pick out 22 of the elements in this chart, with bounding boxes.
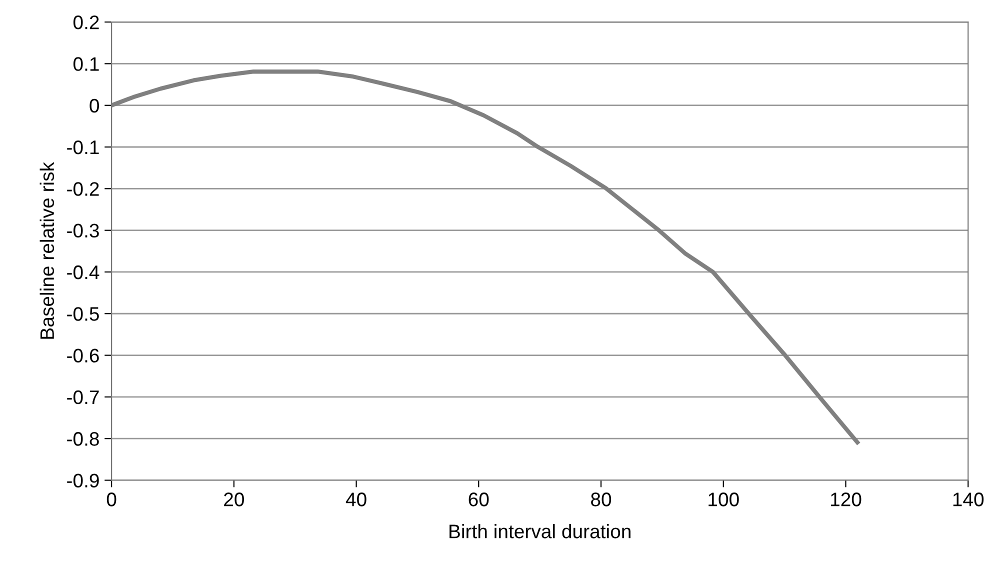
y-tick-label: -0.5: [67, 307, 99, 321]
y-axis-title: Baseline relative risk: [40, 162, 54, 339]
y-tick-label: -0.3: [67, 224, 99, 238]
y-tick-label: -0.2: [67, 182, 99, 196]
x-tick-label: 60: [468, 492, 489, 506]
x-tick-label: 80: [591, 492, 612, 506]
y-tick-label: 0: [90, 98, 99, 113]
y-tick-label: 0.2: [73, 16, 99, 30]
x-axis-title: Birth interval duration: [450, 524, 630, 538]
x-tick-label: 120: [831, 492, 862, 506]
y-tick-label: -0.8: [67, 432, 99, 446]
y-tick-label: 0.1: [73, 57, 99, 71]
y-tick-label: -0.9: [67, 474, 99, 488]
x-tick-label: 100: [708, 492, 739, 506]
y-tick-label: -0.7: [67, 390, 99, 404]
x-tick-label: 0: [106, 492, 116, 506]
y-tick-label: -0.1: [67, 140, 99, 154]
x-tick-label: 140: [953, 492, 984, 506]
x-tick-label: 20: [224, 492, 244, 506]
y-tick-label: -0.6: [67, 348, 99, 363]
y-tick-label: -0.4: [67, 265, 100, 280]
x-tick-label: 40: [346, 492, 366, 506]
